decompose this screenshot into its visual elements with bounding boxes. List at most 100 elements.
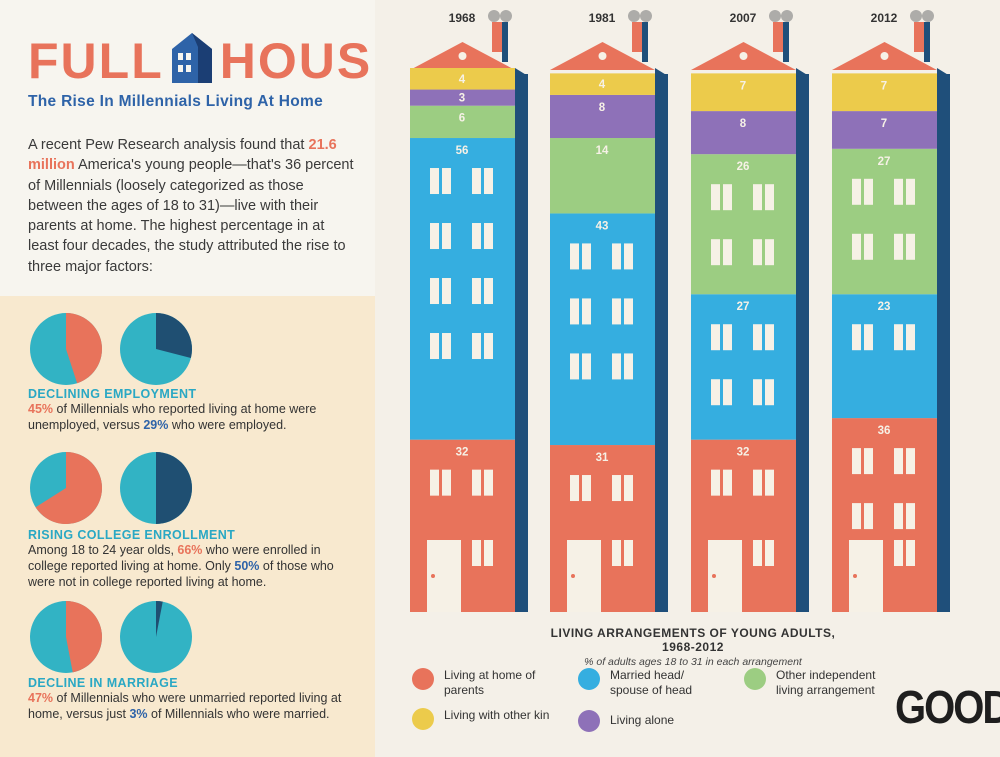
chimney-shadow [783, 22, 789, 62]
smoke-puff [640, 10, 652, 22]
window [723, 379, 732, 406]
factor-stat: 50% [234, 559, 260, 573]
window [864, 503, 873, 530]
window [753, 324, 762, 351]
window [852, 324, 861, 351]
factor-text-part: of Millennials who reported living at ho… [28, 402, 317, 432]
door-knob [431, 574, 435, 578]
data-label: 27 [878, 156, 891, 168]
legend-item-alone: Living alone [578, 710, 725, 732]
legend-swatch [412, 668, 434, 690]
chimney-shadow [924, 22, 930, 62]
window [864, 178, 873, 205]
roof-vent [598, 52, 607, 60]
page-subtitle: The Rise In Millennials Living At Home [28, 93, 324, 110]
door-knob [712, 574, 716, 578]
window [864, 233, 873, 260]
window [472, 223, 481, 250]
window [852, 448, 861, 475]
window [430, 278, 439, 305]
window [753, 184, 762, 211]
factor-text-part: of those who were not in college reporte… [28, 559, 334, 589]
window [442, 469, 451, 496]
pie-slice [35, 452, 103, 525]
window [442, 333, 451, 360]
window [570, 298, 579, 325]
window [624, 298, 633, 325]
window [624, 475, 633, 502]
window [484, 540, 493, 566]
bar-segment-other_kin [410, 68, 515, 90]
window [894, 324, 903, 351]
bar-segment-married [832, 294, 937, 419]
building-2012: 2012 36 23 27 7 7 [832, 10, 950, 614]
window [612, 243, 621, 270]
data-label: 8 [599, 102, 606, 114]
pie-slice [156, 601, 163, 637]
factor-stat: 3% [129, 707, 148, 721]
factor-stat: 66% [177, 543, 203, 557]
roof-vent [458, 52, 467, 60]
window [894, 540, 903, 566]
pie-slice [66, 313, 102, 384]
building-shadow [796, 74, 809, 612]
window [906, 324, 915, 351]
window [906, 540, 915, 566]
building-1981: 1981 31 43 14 8 4 [550, 10, 668, 614]
data-label: 4 [459, 74, 466, 86]
factor-text-part: Among 18 to 24 year olds, [28, 543, 178, 557]
window [906, 503, 915, 530]
window [612, 298, 621, 325]
building-shadow-top [655, 68, 668, 80]
window [765, 469, 774, 496]
factor-title: RISING COLLEGE ENROLLMENT [28, 528, 236, 542]
smoke-puff [628, 10, 640, 22]
window [753, 239, 762, 266]
factor-title: DECLINE IN MARRIAGE [28, 676, 178, 690]
window [765, 239, 774, 266]
left-panel: FULL HOUSE The Rise In Millennials Livin… [0, 0, 406, 757]
window [894, 178, 903, 205]
year-label: 1968 [449, 11, 476, 25]
chimney [773, 22, 783, 52]
year-label: 1981 [589, 11, 616, 25]
building-shadow [655, 74, 668, 612]
door-knob [853, 574, 857, 578]
data-label: 32 [737, 447, 750, 459]
window [894, 448, 903, 475]
window [894, 233, 903, 260]
data-label: 7 [881, 118, 887, 130]
window [753, 540, 762, 566]
window [442, 168, 451, 195]
chart-caption: LIVING ARRANGEMENTS OF YOUNG ADULTS, 196… [548, 626, 838, 668]
window [864, 324, 873, 351]
window [570, 243, 579, 270]
factor-college: RISING COLLEGE ENROLLMENT Among 18 to 24… [28, 528, 358, 590]
data-label: 43 [596, 220, 609, 232]
intro-text-end: America's young people—that's 36 percent… [28, 157, 354, 275]
factor-text: 47% of Millennials who were unmarried re… [28, 690, 358, 722]
legend-item-other-kin: Living with other kin [412, 708, 559, 730]
data-label: 26 [737, 161, 750, 173]
window [624, 243, 633, 270]
legend-item-parents: Living at home of parents [412, 668, 559, 698]
legend-label: Living alone [610, 713, 675, 727]
bar-segment-other_independent [691, 154, 796, 295]
window [582, 353, 591, 380]
window [472, 333, 481, 360]
legend-swatch [412, 708, 434, 730]
page-title: FULL HOUSE [28, 30, 408, 88]
stacked-building-chart: 1968 32 56 6 3 4 1981 31 43 14 8 4 2007 32 27 26 8 7 2012 3… [410, 10, 950, 614]
window [852, 233, 861, 260]
data-label: 31 [596, 452, 609, 464]
window [723, 469, 732, 496]
legend-item-married: Married head/ spouse of head [578, 668, 725, 698]
window [711, 469, 720, 496]
factor-text: 45% of Millennials who reported living a… [28, 401, 358, 433]
bar-segment-parents [691, 439, 796, 612]
bar-segment-other_kin [832, 73, 937, 112]
year-label: 2007 [730, 11, 757, 25]
factor-pie-charts [30, 313, 193, 673]
factor-stat: 45% [28, 402, 54, 416]
building-shadow-top [515, 68, 528, 80]
